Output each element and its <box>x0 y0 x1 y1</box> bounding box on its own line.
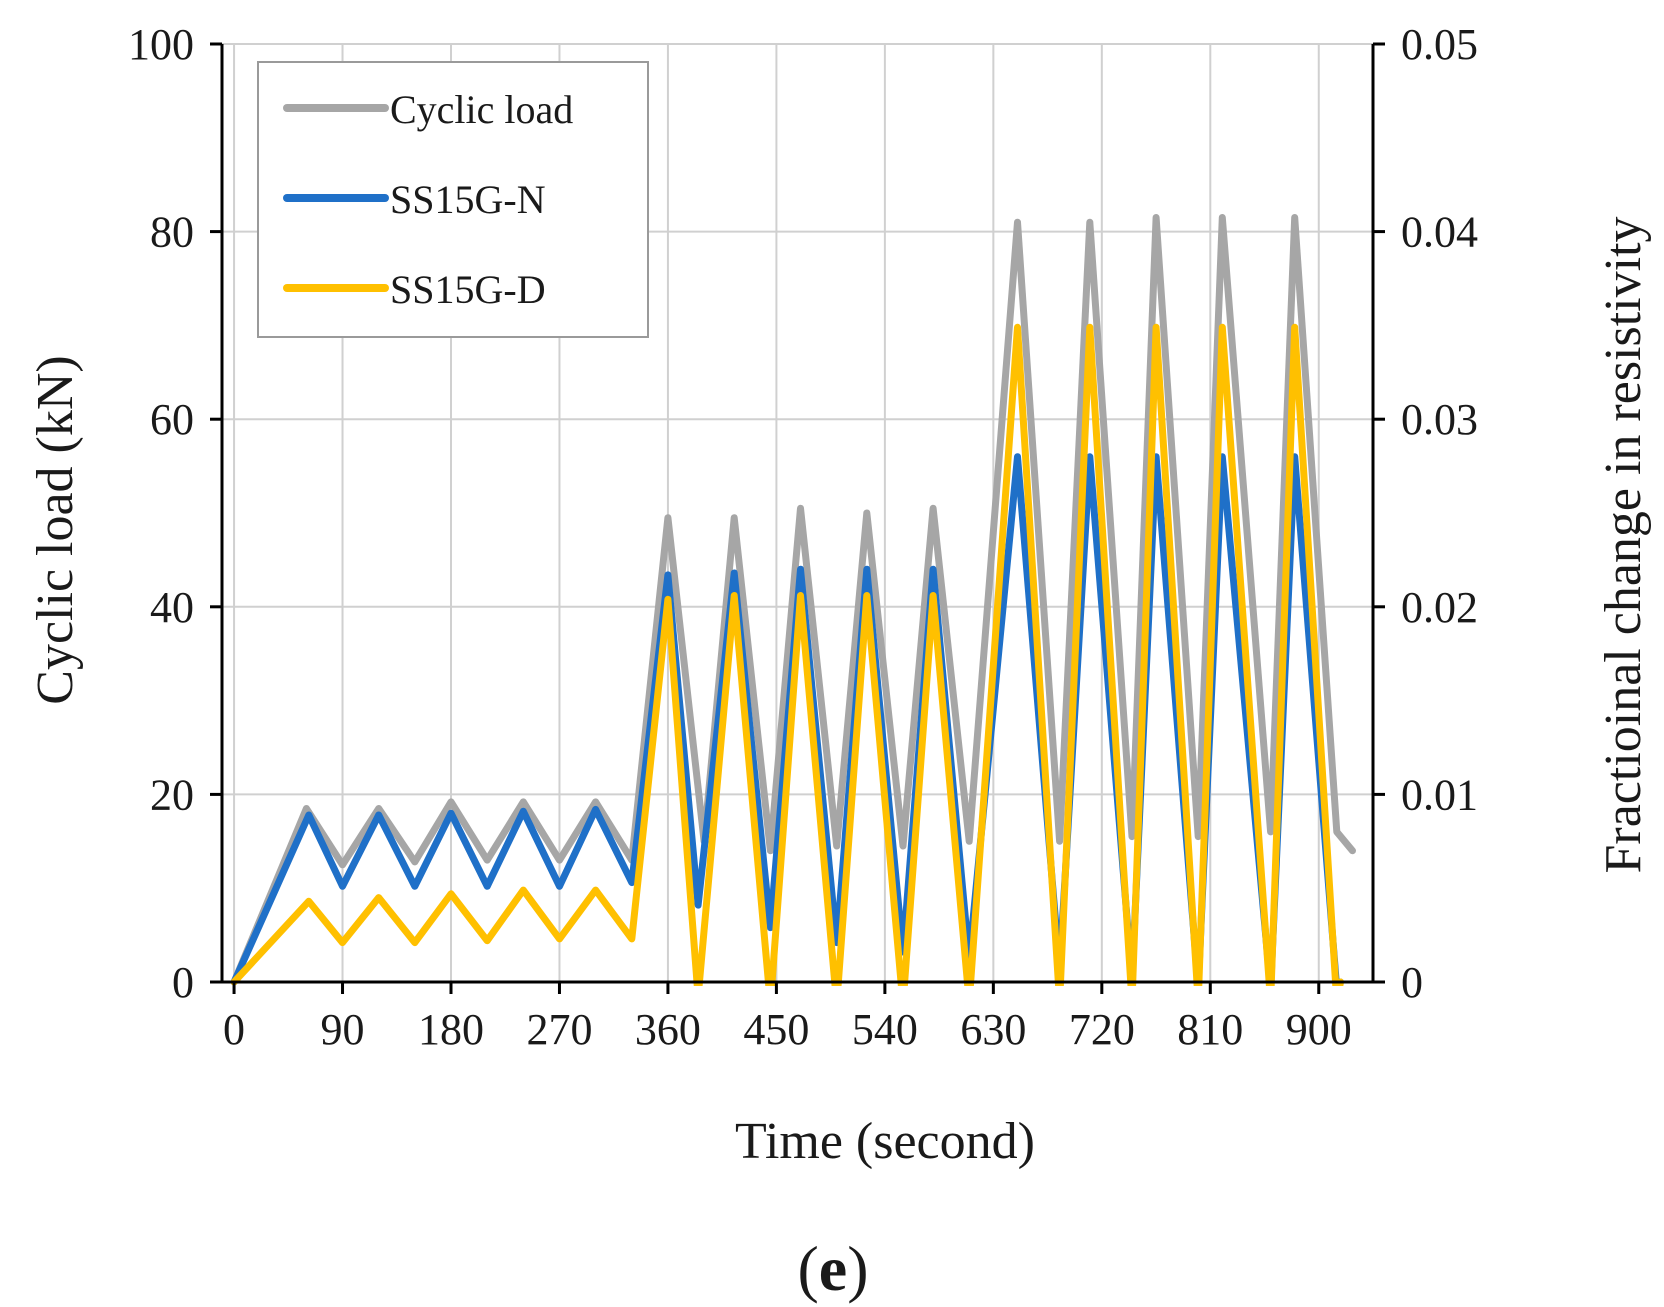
x-tick-label-3: 270 <box>526 1005 592 1054</box>
tick-labels: 0 90 180 270 360 450 540 630 720 810 900 0 20 40 60 80 1… <box>128 20 1478 1054</box>
legend-label-ss15g-d: SS15G-D <box>390 267 546 312</box>
right-tick-label-3: 0.03 <box>1401 395 1478 444</box>
panel-label-open: ( <box>797 1233 818 1304</box>
left-tick-label-1: 20 <box>150 770 194 819</box>
left-axis-title: Cyclic load (kN) <box>27 355 84 704</box>
series-line-cyclic-load <box>230 214 1356 986</box>
right-tick-label-1: 0.01 <box>1401 770 1478 819</box>
x-tick-label-0: 0 <box>223 1005 245 1054</box>
legend-label-ss15g-n: SS15G-N <box>390 177 546 222</box>
x-tick-label-9: 810 <box>1177 1005 1243 1054</box>
panel-label-letter: e <box>819 1233 847 1304</box>
left-tick-label-2: 40 <box>150 583 194 632</box>
panel-label-close: ) <box>847 1233 868 1304</box>
x-tick-label-5: 450 <box>743 1005 809 1054</box>
series-line-ss15g-d <box>230 323 1344 986</box>
right-tick-label-2: 0.02 <box>1401 583 1478 632</box>
x-tick-label-2: 180 <box>418 1005 484 1054</box>
right-axis-title: Fractioinal change in resistivity <box>1595 216 1652 873</box>
x-tick-label-10: 900 <box>1286 1005 1352 1054</box>
x-axis-title: Time (second) <box>735 1113 1035 1170</box>
panel-label: (e) <box>797 1233 868 1304</box>
right-tick-label-4: 0.04 <box>1401 208 1478 257</box>
legend-label-cyclic-load: Cyclic load <box>390 87 573 132</box>
right-tick-label-0: 0 <box>1401 958 1423 1007</box>
legend: Cyclic load SS15G-N SS15G-D <box>257 61 649 338</box>
left-tick-label-3: 60 <box>150 395 194 444</box>
x-tick-label-1: 90 <box>321 1005 365 1054</box>
left-tick-label-0: 0 <box>172 958 194 1007</box>
x-tick-label-7: 630 <box>960 1005 1026 1054</box>
x-tick-label-8: 720 <box>1069 1005 1135 1054</box>
left-tick-label-4: 80 <box>150 208 194 257</box>
x-tick-label-6: 540 <box>852 1005 918 1054</box>
x-tick-label-4: 360 <box>635 1005 701 1054</box>
left-tick-label-5: 100 <box>128 20 194 69</box>
axes <box>210 42 1385 994</box>
right-tick-label-5: 0.05 <box>1401 20 1478 69</box>
series-lines <box>230 214 1356 986</box>
